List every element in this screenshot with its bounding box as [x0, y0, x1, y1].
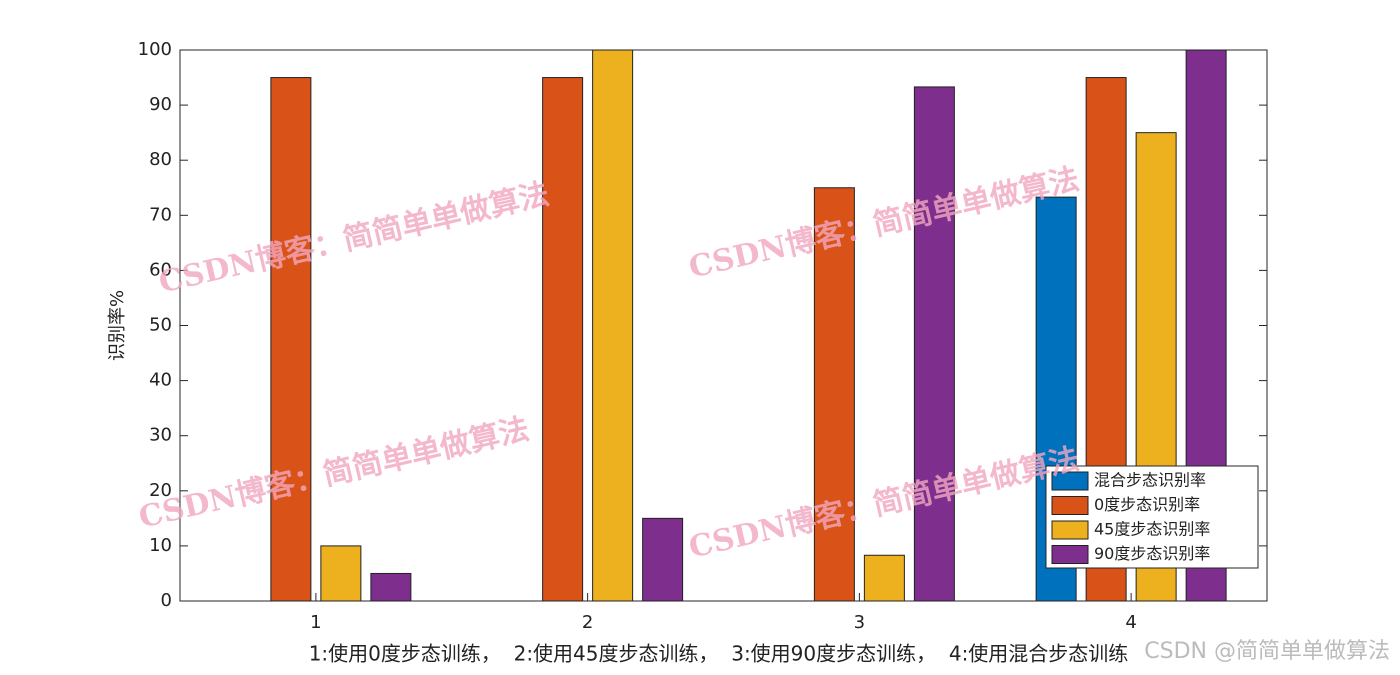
legend-swatch — [1051, 471, 1089, 491]
x-tick-label: 3 — [854, 612, 865, 633]
y-tick-label: 70 — [149, 204, 172, 225]
y-tick-label: 0 — [161, 590, 172, 611]
bar — [913, 86, 955, 602]
legend-label: 90度步态识别率 — [1094, 544, 1210, 563]
legend-label: 45度步态识别率 — [1094, 520, 1210, 539]
legend-swatch — [1051, 520, 1089, 540]
legend-label: 混合步态识别率 — [1094, 471, 1206, 490]
x-axis-label: 1:使用0度步态训练， 2:使用45度步态训练， 3:使用90度步态训练， 4:… — [309, 642, 1129, 666]
footer-watermark: CSDN @简简单单做算法 — [1144, 639, 1390, 664]
bar — [542, 77, 584, 602]
y-tick-label: 90 — [149, 94, 172, 115]
bar — [320, 545, 362, 602]
bar — [863, 554, 905, 602]
legend-swatch — [1051, 496, 1089, 515]
bar — [642, 517, 684, 602]
legend-swatch — [1051, 545, 1089, 564]
x-tick-label: 2 — [582, 612, 593, 633]
y-axis-label: 识别率% — [107, 290, 128, 361]
bar — [813, 187, 855, 602]
y-tick-label: 40 — [149, 370, 172, 391]
y-tick-label: 80 — [149, 149, 172, 170]
y-tick-label: 50 — [149, 315, 172, 336]
legend-label: 0度步态识别率 — [1094, 495, 1200, 514]
y-tick-label: 60 — [149, 259, 172, 280]
y-tick-label: 10 — [149, 535, 172, 556]
bar — [270, 77, 312, 602]
x-tick-label: 1 — [310, 612, 321, 633]
bar — [370, 572, 412, 602]
x-tick-label: 4 — [1125, 612, 1136, 633]
y-tick-label: 20 — [149, 480, 172, 501]
y-tick-label: 100 — [138, 39, 172, 60]
bar — [592, 49, 634, 602]
y-tick-label: 30 — [149, 425, 172, 446]
